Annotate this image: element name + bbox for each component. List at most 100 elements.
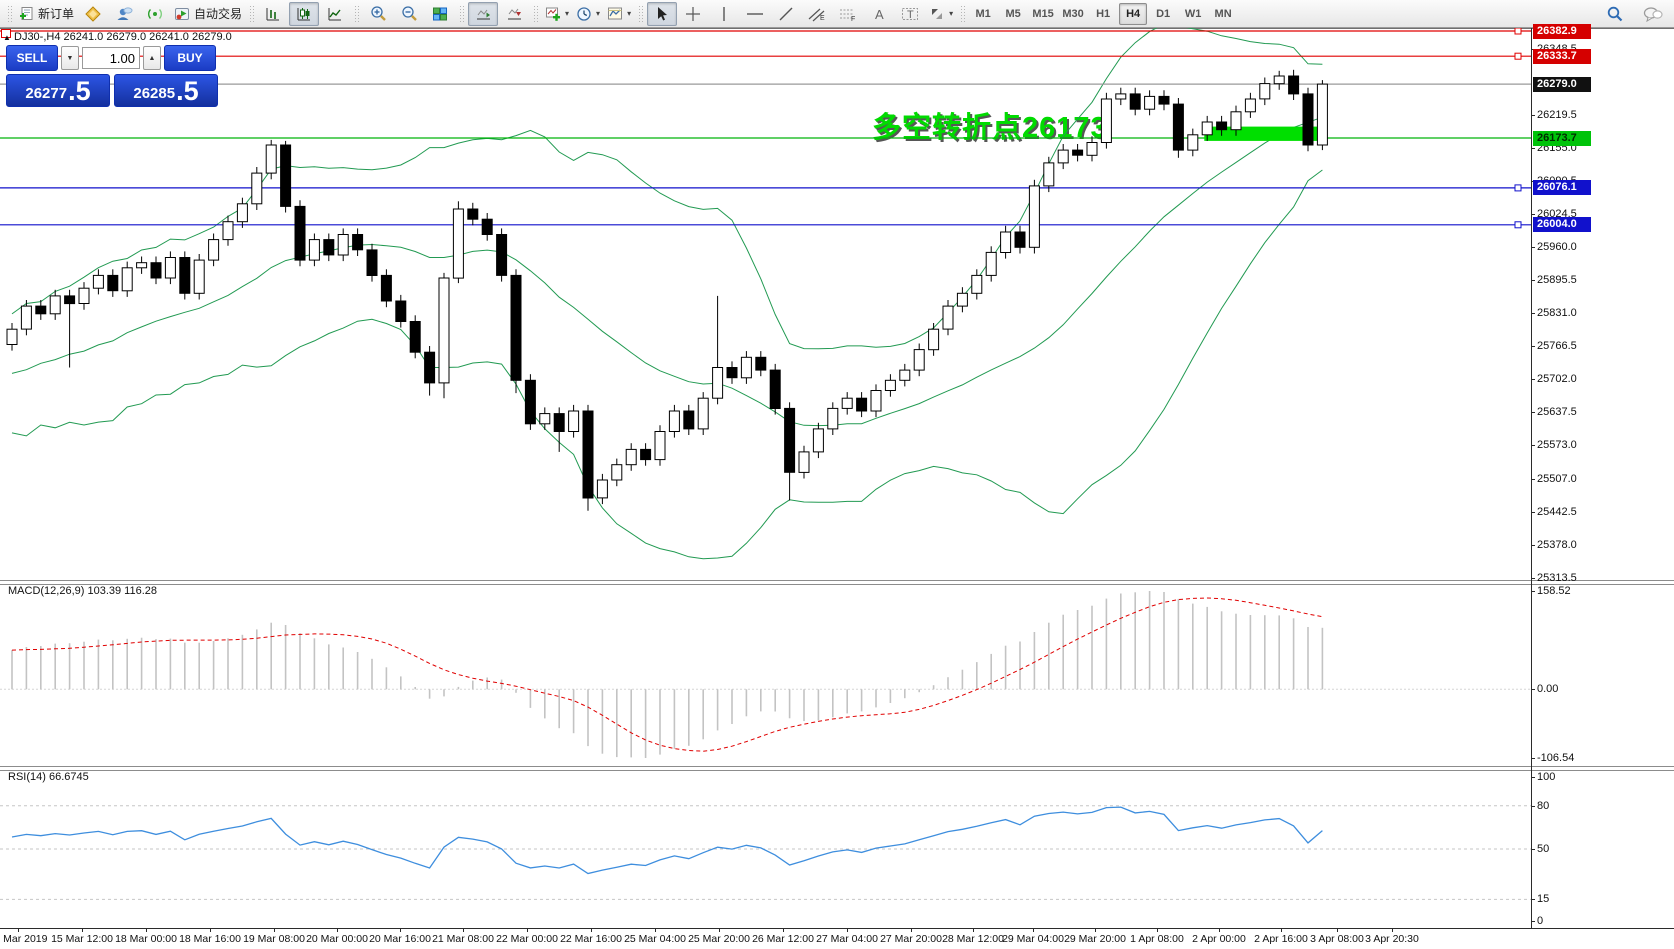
new-order-button[interactable]: 新订单 [16,2,77,26]
time-axis-label: 3 Apr 20:30 [1365,933,1419,945]
periods-button[interactable]: ▾ [573,2,603,26]
arrows-tool-button[interactable]: ▾ [926,2,956,26]
macd-pane[interactable] [0,583,1531,766]
signals-button[interactable] [140,2,170,26]
sell-button[interactable]: SELL [6,45,58,71]
trendline-tool-button[interactable] [771,2,801,26]
time-tickmark [1219,928,1220,932]
toolbar-grip[interactable] [354,4,360,23]
community-button[interactable] [109,2,139,26]
hline-anchor-marker[interactable] [1,29,11,38]
time-axis-label: 1 Apr 08:00 [1130,933,1184,945]
zoom-in-button[interactable] [363,2,393,26]
price-tick-label: 25378.0 [1537,539,1577,551]
time-axis-label: 19 Mar 08:00 [243,933,305,945]
candle-body [222,221,234,241]
templates-button[interactable]: ▾ [604,2,634,26]
candle-body [524,379,536,425]
toolbar-grip[interactable] [7,4,12,23]
timeframe-M15[interactable]: M15 [1032,7,1054,20]
toolbar-grip[interactable] [638,4,644,23]
candle-body [1014,231,1026,248]
equidistant-channel-tool-button[interactable]: E [802,2,832,26]
chart-shift-button[interactable] [499,2,529,26]
vertical-line-tool-button[interactable] [709,2,739,26]
timeframe-D1[interactable]: D1 [1156,7,1171,20]
rsi-pane[interactable] [0,769,1531,928]
main-chart-pane[interactable] [0,28,1531,580]
volume-increase-button[interactable]: ▲ [143,46,161,70]
horizontal-line-tool-button[interactable] [740,2,770,26]
text-label-tool-button[interactable]: T [895,2,925,26]
indicators-button[interactable]: ▾ [542,2,572,26]
ask-fraction-digits: .5 [176,76,199,106]
volume-decrease-button[interactable]: ▼ [61,46,79,70]
panel-collapse-toggle[interactable]: ▲ [3,33,11,42]
price-tickmark [1531,512,1535,513]
candle-body [654,431,666,461]
tile-windows-icon [433,7,448,20]
timeframe-M5[interactable]: M5 [1005,7,1021,20]
candle-body [841,397,853,409]
bar-chart-button[interactable] [258,2,288,26]
candle-body [1115,93,1127,100]
candlestick-chart-button[interactable] [289,1,320,26]
volume-input[interactable] [82,47,140,69]
rsi-axis-label: 15 [1537,893,1550,905]
candle-body [884,379,896,391]
cursor-tool-button[interactable] [647,1,678,26]
line-endpoint-marker[interactable] [1514,52,1522,60]
macd-axis-label: 0.00 [1537,683,1559,695]
candle-body [78,287,90,305]
autotrading-button[interactable]: 自动交易 [171,2,245,26]
pane-separator[interactable] [0,766,1674,771]
timeframe-M1[interactable]: M1 [975,7,991,20]
line-endpoint-marker[interactable] [1514,184,1522,192]
line-endpoint-marker[interactable] [1514,28,1522,35]
crosshair-tool-button[interactable] [678,2,708,26]
time-axis-label: 20 Mar 00:00 [306,933,368,945]
chat-button[interactable] [1638,2,1668,26]
timeframe-MN[interactable]: MN [1214,7,1232,20]
price-badge-26004.0: 26004.0 [1533,217,1591,232]
text-label-icon: T [902,7,919,21]
bid-price-button[interactable]: 26277.5 [6,74,110,107]
line-endpoint-marker[interactable] [1514,221,1522,229]
buy-button[interactable]: BUY [164,45,216,71]
toolbar-grip[interactable] [249,4,255,23]
candle-body [553,413,565,433]
candle-body [971,274,983,294]
text-tool-button[interactable]: A [864,2,894,26]
pane-separator[interactable] [0,580,1674,585]
bid-fraction-digits: .5 [68,76,91,106]
candle-body [1259,83,1271,100]
rsi-tickmark [1531,849,1535,850]
zoom-out-button[interactable] [394,2,424,26]
metaeditor-button[interactable] [78,2,108,26]
candle-body [1100,98,1112,143]
rsi-tickmark [1531,899,1535,900]
dropdown-caret: ▾ [565,9,570,18]
time-tickmark [783,928,784,932]
line-chart-button[interactable] [320,2,350,26]
zoom-out-icon [401,6,417,21]
fibonacci-tool-button[interactable]: F [833,2,863,26]
candle-body [1316,83,1328,146]
auto-scroll-button[interactable] [468,1,499,26]
search-button[interactable] [1600,2,1630,26]
toolbar-grip[interactable] [459,4,465,23]
price-tick-label: 25442.5 [1537,506,1577,518]
toolbar-grip[interactable] [960,4,966,23]
rsi-line [11,806,1323,875]
timeframe-M30[interactable]: M30 [1062,7,1084,20]
candlestick-series [6,69,1328,511]
tile-windows-button[interactable] [425,2,455,26]
candle-body [1216,121,1228,131]
timeframe-H1[interactable]: H1 [1096,7,1111,20]
time-tickmark [1157,928,1158,932]
ask-price-button[interactable]: 26285.5 [114,74,218,107]
toolbar-grip[interactable] [533,4,539,23]
timeframe-H4[interactable]: H4 [1119,2,1148,25]
timeframe-W1[interactable]: W1 [1184,7,1202,20]
